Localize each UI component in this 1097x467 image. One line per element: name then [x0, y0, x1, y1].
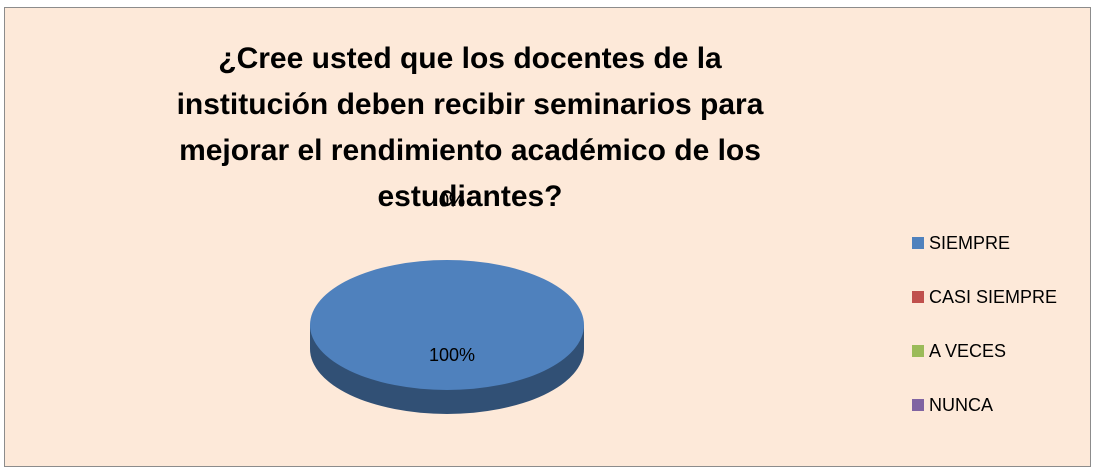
- data-label: 100%: [429, 345, 475, 365]
- legend-swatch: [912, 237, 924, 249]
- data-label: 0%: [439, 190, 465, 210]
- legend-label: A VECES: [929, 341, 1006, 361]
- data-label: 0%: [439, 190, 465, 210]
- pie-slice: [310, 260, 584, 390]
- legend-swatch: [912, 399, 924, 411]
- legend-label: CASI SIEMPRE: [929, 287, 1057, 307]
- chart-title: ¿Cree usted que los docentes de la insti…: [176, 42, 764, 213]
- legend-swatch: [912, 345, 924, 357]
- legend-label: SIEMPRE: [929, 233, 1010, 253]
- legend-swatch: [912, 291, 924, 303]
- legend-label: NUNCA: [929, 395, 993, 415]
- data-label: 0%: [439, 190, 465, 210]
